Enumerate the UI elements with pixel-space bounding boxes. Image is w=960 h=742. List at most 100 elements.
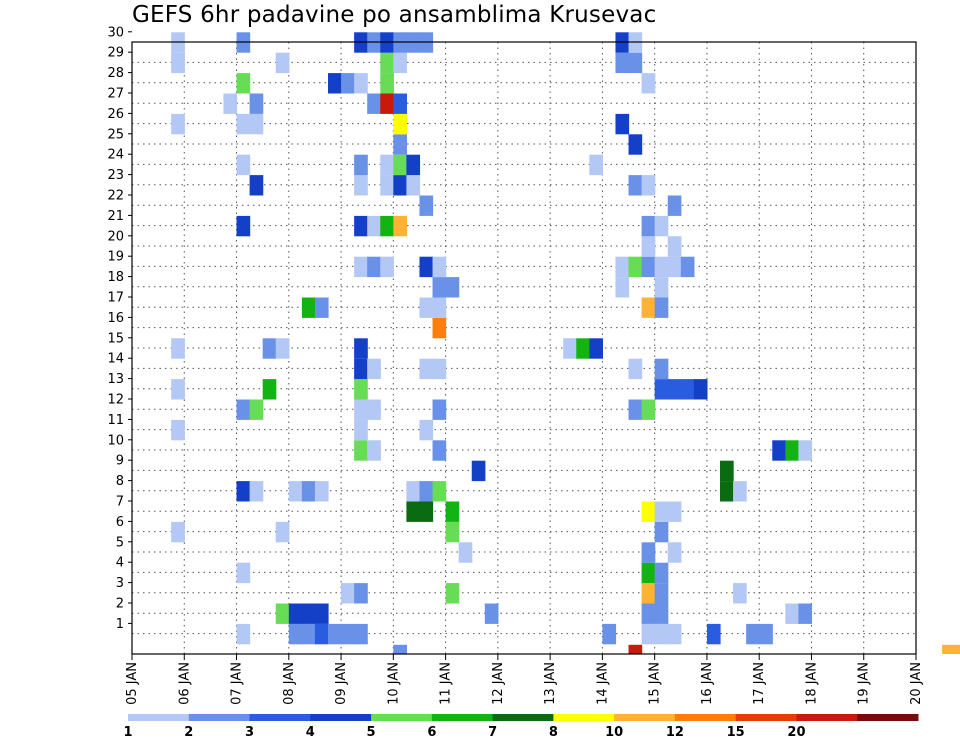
heatmap-cell-m21-t17 bbox=[354, 215, 368, 237]
heatmap-cell-m14-t38 bbox=[628, 358, 643, 380]
heatmap-cell-m7-t40 bbox=[654, 501, 669, 522]
heatmap-cell-m15-t17 bbox=[354, 338, 368, 359]
heatmap-cell-m20-t39 bbox=[641, 236, 656, 257]
colorbar-swatch-2 bbox=[249, 714, 311, 721]
y-tick-label-1: 1 bbox=[116, 617, 124, 632]
heatmap-cell-m17-t40 bbox=[654, 297, 669, 318]
colorbar-label-10: 10 bbox=[605, 725, 623, 740]
heatmap-cell-m14-t17 bbox=[354, 358, 368, 380]
y-tick-label-21: 21 bbox=[107, 209, 124, 224]
x-tick-label-13: 18 JAN bbox=[804, 662, 819, 705]
heatmap-cell-m4-t39 bbox=[641, 562, 656, 584]
y-tick-label-7: 7 bbox=[116, 495, 124, 510]
heatmap-cell-m23-t39 bbox=[641, 175, 656, 196]
heatmap-cell-m23-t19 bbox=[380, 175, 394, 196]
y-tick-label-16: 16 bbox=[107, 311, 124, 326]
heatmap-cell-m24-t19 bbox=[380, 154, 394, 176]
heatmap-cell-m3-t17 bbox=[354, 583, 368, 604]
heatmap-cell-m27-t9 bbox=[249, 93, 264, 114]
heatmap-cell-m24-t17 bbox=[354, 154, 368, 176]
x-tick-label-4: 09 JAN bbox=[334, 662, 349, 705]
y-tick-label-20: 20 bbox=[107, 229, 124, 244]
heatmap-cell-m3-t46 bbox=[733, 583, 747, 604]
y-tick-label-27: 27 bbox=[107, 87, 124, 102]
heatmap-cell-m7-t24 bbox=[445, 501, 460, 522]
heatmap-cell-m8-t9 bbox=[249, 481, 264, 502]
heatmap-cell-m1-t44 bbox=[706, 623, 721, 645]
heatmap-cell-m18-t23 bbox=[432, 277, 447, 298]
colorbar-swatch-7 bbox=[553, 714, 615, 721]
colorbar-label-6: 6 bbox=[427, 725, 436, 740]
heatmap-cell-m12-t9 bbox=[249, 399, 264, 420]
heatmap-cell-m15-t10 bbox=[262, 338, 277, 359]
colorbar-label-2: 2 bbox=[184, 725, 193, 740]
heatmap-cell-m1-t40 bbox=[654, 623, 669, 645]
heatmap-cell-m29-t38 bbox=[628, 52, 643, 74]
heatmap-cell-m12-t8 bbox=[236, 399, 251, 420]
colorbar-swatch-9 bbox=[674, 714, 737, 721]
colorbar-label-20: 20 bbox=[787, 725, 805, 740]
y-tick-label-29: 29 bbox=[107, 46, 124, 61]
heatmap-cell-m29-t11 bbox=[275, 52, 290, 74]
heatmap-cell-m6-t11 bbox=[275, 521, 290, 543]
heatmap-cell-m29-t3 bbox=[171, 52, 185, 74]
heatmap-cell-m14-t18 bbox=[367, 358, 381, 380]
colorbar-swatch-1 bbox=[188, 714, 251, 721]
colorbar-label-12: 12 bbox=[666, 725, 684, 740]
heatmap-cell-m0-t20 bbox=[393, 644, 407, 654]
heatmap-cell-m13-t10 bbox=[262, 379, 277, 400]
colorbar-swatch-8 bbox=[614, 714, 676, 721]
colorbar-label-7: 7 bbox=[488, 725, 497, 740]
x-tick-label-3: 08 JAN bbox=[282, 662, 297, 705]
x-tick-label-0: 05 JAN bbox=[125, 662, 140, 705]
y-tick-label-17: 17 bbox=[107, 291, 124, 306]
heatmap-cell-m12-t23 bbox=[432, 399, 447, 420]
heatmap-cell-m12-t39 bbox=[641, 399, 656, 420]
y-tick-label-11: 11 bbox=[107, 413, 124, 428]
heatmap-cell-m5-t41 bbox=[667, 542, 682, 563]
heatmap-cell-m0-t63 bbox=[955, 644, 960, 654]
heatmap-cell-m10-t18 bbox=[367, 440, 381, 461]
heatmap-cell-m4-t8 bbox=[236, 562, 251, 584]
heatmap-cell-m17-t23 bbox=[432, 297, 447, 318]
y-tick-label-26: 26 bbox=[107, 107, 124, 122]
heatmap-cell-m15-t11 bbox=[275, 338, 290, 359]
heatmap-cell-m21-t39 bbox=[641, 215, 656, 237]
heatmap-cell-m2-t27 bbox=[484, 603, 499, 624]
y-tick-label-22: 22 bbox=[107, 189, 124, 204]
heatmap-cell-m26-t20 bbox=[393, 113, 407, 135]
heatmap-cell-m9-t26 bbox=[471, 460, 486, 482]
y-tick-label-2: 2 bbox=[116, 597, 124, 612]
heatmap-cell-m1-t13 bbox=[301, 623, 316, 645]
heatmap-cell-m15-t3 bbox=[171, 338, 185, 359]
heatmap-cell-m2-t39 bbox=[641, 603, 656, 624]
heatmap-cell-m23-t38 bbox=[628, 175, 643, 196]
heatmap-cell-m28-t39 bbox=[641, 73, 656, 94]
heatmap-cell-m11-t22 bbox=[419, 419, 434, 441]
x-tick-label-7: 12 JAN bbox=[491, 662, 506, 705]
x-tick-label-15: 20 JAN bbox=[909, 662, 924, 705]
heatmap-cell-m7-t39 bbox=[641, 501, 656, 522]
heatmap-cell-m2-t11 bbox=[275, 603, 290, 624]
colorbar-swatch-10 bbox=[735, 714, 797, 721]
heatmap-cell-m28-t17 bbox=[354, 73, 368, 94]
colorbar-swatch-5 bbox=[431, 714, 494, 721]
y-tick-label-8: 8 bbox=[116, 474, 124, 489]
heatmap-cell-m21-t8 bbox=[236, 215, 251, 237]
heatmap-cell-m14-t23 bbox=[432, 358, 447, 380]
x-tick-label-12: 17 JAN bbox=[752, 662, 767, 705]
heatmap-cell-m14-t40 bbox=[654, 358, 669, 380]
heatmap-cell-m28-t15 bbox=[328, 73, 342, 94]
y-tick-label-14: 14 bbox=[107, 352, 124, 367]
heatmap-cell-m3-t40 bbox=[654, 583, 669, 604]
heatmap-cell-m25-t38 bbox=[628, 134, 643, 155]
heatmap-cell-m1-t47 bbox=[746, 623, 760, 645]
heatmap-cell-m0-t38 bbox=[628, 644, 643, 654]
heatmap-cell-m17-t22 bbox=[419, 297, 434, 318]
x-tick-label-8: 13 JAN bbox=[543, 662, 558, 705]
heatmap-cell-m24-t21 bbox=[406, 154, 421, 176]
y-tick-label-30: 30 bbox=[107, 25, 124, 40]
heatmap-cell-m6-t24 bbox=[445, 521, 460, 543]
heatmap-cell-m21-t40 bbox=[654, 215, 669, 237]
